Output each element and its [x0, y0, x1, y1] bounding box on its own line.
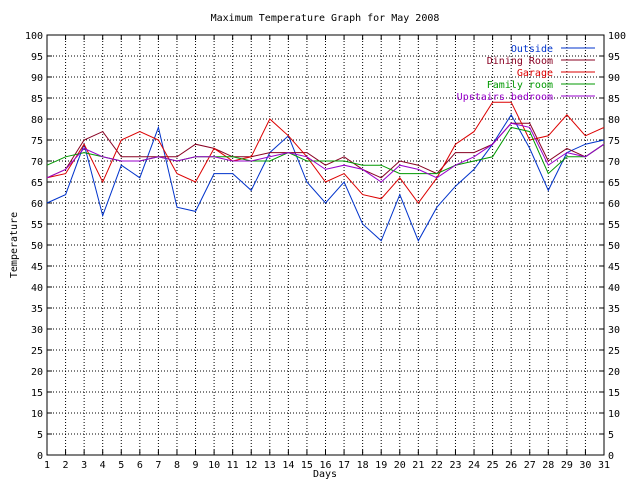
- y-tick-label-right: 5: [608, 430, 614, 441]
- y-tick-label: 40: [31, 283, 43, 294]
- x-tick-label: 11: [227, 460, 239, 471]
- y-tick-label-right: 80: [608, 115, 620, 126]
- x-tick-label: 30: [579, 460, 591, 471]
- x-tick-label: 21: [412, 460, 424, 471]
- x-tick-label: 24: [468, 460, 480, 471]
- y-tick-label-right: 30: [608, 325, 620, 336]
- y-tick-label: 25: [31, 346, 43, 357]
- x-tick-label: 8: [174, 460, 180, 471]
- y-tick-label-right: 0: [608, 451, 614, 462]
- y-tick-label: 20: [31, 367, 43, 378]
- y-tick-label-right: 35: [608, 304, 620, 315]
- x-tick-label: 12: [245, 460, 257, 471]
- legend-label: Dining Room: [487, 56, 553, 67]
- y-tick-label: 15: [31, 388, 43, 399]
- y-axis-label: Temperature: [9, 212, 20, 278]
- grid-lines: [47, 35, 604, 455]
- y-tick-label-right: 85: [608, 94, 620, 105]
- y-tick-label: 45: [31, 262, 43, 273]
- x-tick-label: 4: [100, 460, 106, 471]
- y-tick-label: 35: [31, 304, 43, 315]
- y-tick-label-right: 60: [608, 199, 620, 210]
- x-tick-label: 1: [44, 460, 50, 471]
- x-tick-label: 16: [319, 460, 331, 471]
- y-tick-label-right: 50: [608, 241, 620, 252]
- x-tick-label: 9: [193, 460, 199, 471]
- x-tick-label: 18: [357, 460, 369, 471]
- y-tick-label: 50: [31, 241, 43, 252]
- y-tick-label-right: 55: [608, 220, 620, 231]
- y-tick-label-right: 15: [608, 388, 620, 399]
- series-line: [46, 122, 605, 183]
- x-tick-label: 15: [301, 460, 313, 471]
- y-tick-label-right: 45: [608, 262, 620, 273]
- x-tick-label: 23: [449, 460, 461, 471]
- y-tick-label-right: 25: [608, 346, 620, 357]
- y-tick-label: 90: [31, 73, 43, 84]
- x-tick-label: 5: [118, 460, 124, 471]
- y-tick-label-right: 95: [608, 52, 620, 63]
- x-tick-label: 28: [542, 460, 554, 471]
- y-tick-label-right: 40: [608, 283, 620, 294]
- y-tick-label: 95: [31, 52, 43, 63]
- y-tick-label-right: 90: [608, 73, 620, 84]
- x-tick-label: 25: [487, 460, 499, 471]
- x-tick-label: 3: [81, 460, 87, 471]
- legend-label: Family room: [487, 80, 553, 91]
- chart-title: Maximum Temperature Graph for May 2008: [211, 13, 440, 24]
- y-tick-label-right: 100: [608, 31, 626, 42]
- x-tick-label: 27: [524, 460, 536, 471]
- y-tick-label: 80: [31, 115, 43, 126]
- x-tick-label: 14: [282, 460, 294, 471]
- x-tick-label: 17: [338, 460, 350, 471]
- series-line: [46, 101, 605, 204]
- y-tick-label: 0: [37, 451, 43, 462]
- x-tick-label: 2: [63, 460, 69, 471]
- y-tick-label: 65: [31, 178, 43, 189]
- y-tick-label: 75: [31, 136, 43, 147]
- y-tick-label: 70: [31, 157, 43, 168]
- y-tick-label: 85: [31, 94, 43, 105]
- y-tick-label-right: 75: [608, 136, 620, 147]
- x-tick-label: 6: [137, 460, 143, 471]
- x-tick-label: 13: [264, 460, 276, 471]
- x-tick-label: 20: [394, 460, 406, 471]
- y-tick-label-right: 10: [608, 409, 620, 420]
- series-line: [46, 113, 605, 242]
- y-tick-label-right: 70: [608, 157, 620, 168]
- y-tick-label: 30: [31, 325, 43, 336]
- legend-label: Outside: [511, 44, 553, 55]
- x-tick-label: 19: [375, 460, 387, 471]
- x-tick-label: 7: [155, 460, 161, 471]
- y-tick-label: 60: [31, 199, 43, 210]
- y-tick-label-right: 20: [608, 367, 620, 378]
- x-tick-label: 29: [561, 460, 573, 471]
- x-tick-label: 10: [208, 460, 220, 471]
- y-tick-label-right: 65: [608, 178, 620, 189]
- x-axis-label: Days: [313, 469, 337, 480]
- legend-label: Garage: [517, 68, 553, 79]
- y-tick-label: 55: [31, 220, 43, 231]
- x-tick-label: 31: [598, 460, 610, 471]
- y-tick-label: 100: [25, 31, 43, 42]
- y-tick-label: 10: [31, 409, 43, 420]
- x-tick-label: 26: [505, 460, 517, 471]
- x-tick-label: 22: [431, 460, 443, 471]
- legend-label: Upstairs bedroom: [457, 92, 553, 103]
- series-lines: [46, 101, 605, 242]
- y-tick-label: 5: [37, 430, 43, 441]
